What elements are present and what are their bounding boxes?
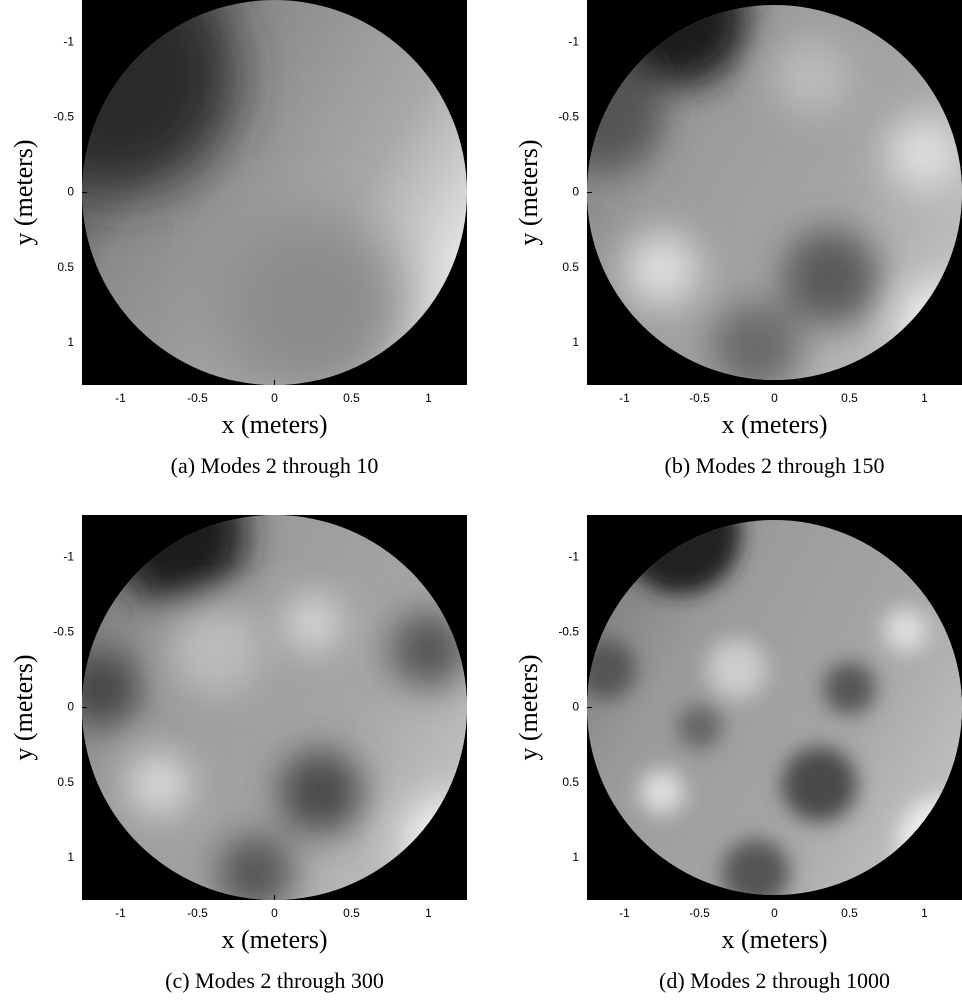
y-axis-label: y (meters) <box>514 654 543 760</box>
x-tick-label: -0.5 <box>187 906 208 920</box>
texture-blob <box>587 59 662 172</box>
texture-blob <box>82 649 140 727</box>
texture-blob <box>707 639 767 699</box>
x-axis-label: x (meters) <box>721 410 827 439</box>
caption: (c) Modes 2 through 300 <box>165 968 384 993</box>
y-tick-label: 0 <box>572 185 579 199</box>
texture-blob <box>883 608 929 653</box>
image <box>587 520 962 895</box>
x-tick-label: 0 <box>771 391 778 405</box>
y-tick-label: -0.5 <box>558 109 579 123</box>
texture-blob <box>722 839 790 895</box>
texture-blob <box>216 834 294 900</box>
texture-blob <box>624 232 700 307</box>
texture-blob <box>774 39 850 115</box>
x-tick-label: -1 <box>619 391 630 405</box>
texture-blob <box>823 662 876 715</box>
panel: -1 -0.5 0 0.5 1 -1 -0.5 0 0.5 1 x (meters) y (meter… <box>514 0 962 478</box>
x-tick-label: 0 <box>271 906 278 920</box>
texture-blob <box>587 639 636 699</box>
caption: (a) Modes 2 through 10 <box>171 453 379 478</box>
y-tick-label: -1 <box>568 34 579 48</box>
x-tick-label: -1 <box>115 391 126 405</box>
texture-blob <box>286 595 340 650</box>
y-axis-label: y (meters) <box>9 139 38 245</box>
x-tick-label: -0.5 <box>689 906 710 920</box>
x-tick-label: 1 <box>425 906 432 920</box>
x-tick-label: 0.5 <box>343 906 360 920</box>
texture-blob <box>390 611 467 689</box>
x-tick-label: 0.5 <box>841 906 858 920</box>
caption: (b) Modes 2 through 150 <box>665 453 885 478</box>
y-tick-label: -1 <box>63 34 74 48</box>
panel: -1 -0.5 0 0.5 1 -1 -0.5 0 0.5 1 x (meters) y (meter… <box>9 0 467 478</box>
y-tick-label: 0.5 <box>562 260 579 274</box>
x-tick-label: 1 <box>921 906 928 920</box>
x-tick-label: -0.5 <box>689 391 710 405</box>
x-tick-label: -1 <box>619 906 630 920</box>
y-tick-label: 0 <box>67 700 74 714</box>
y-tick-label: 0 <box>67 185 74 199</box>
y-tick-label: 1 <box>67 850 74 864</box>
texture-blob <box>710 301 801 380</box>
x-tick-label: 0.5 <box>841 391 858 405</box>
y-tick-label: 1 <box>572 850 579 864</box>
texture-blob <box>278 749 364 835</box>
x-tick-label: 0 <box>271 391 278 405</box>
texture-blob <box>887 116 962 192</box>
y-tick-label: -0.5 <box>53 624 74 638</box>
x-tick-label: -0.5 <box>187 391 208 405</box>
x-tick-label: 1 <box>921 391 928 405</box>
y-tick-label: -0.5 <box>53 109 74 123</box>
y-tick-label: -1 <box>63 549 74 563</box>
texture-blob <box>170 603 263 696</box>
texture-blob <box>677 704 722 750</box>
texture-blob <box>128 753 190 816</box>
y-axis-label: y (meters) <box>9 654 38 760</box>
y-tick-label: -0.5 <box>558 624 579 638</box>
x-axis-label: x (meters) <box>721 925 827 954</box>
texture-blob <box>216 211 410 385</box>
texture-blob <box>782 228 880 326</box>
x-tick-label: 1 <box>425 391 432 405</box>
y-tick-label: 1 <box>572 335 579 349</box>
y-tick-label: 0.5 <box>57 260 74 274</box>
y-tick-label: 1 <box>67 335 74 349</box>
x-tick-label: 0.5 <box>343 391 360 405</box>
y-tick-label: 0 <box>572 700 579 714</box>
y-tick-label: -1 <box>568 549 579 563</box>
texture-blob <box>639 769 685 815</box>
y-axis-label: y (meters) <box>514 139 543 245</box>
x-tick-label: 0 <box>771 906 778 920</box>
texture-blob <box>782 747 857 822</box>
x-axis-label: x (meters) <box>221 925 327 954</box>
caption: (d) Modes 2 through 1000 <box>659 968 890 993</box>
panel: -1 -0.5 0 0.5 1 -1 -0.5 0 0.5 1 x (meters) y (meter… <box>9 515 467 993</box>
y-tick-label: 0.5 <box>57 775 74 789</box>
panel: -1 -0.5 0 0.5 1 -1 -0.5 0 0.5 1 x (meters) y (meter… <box>514 515 962 993</box>
y-tick-label: 0.5 <box>562 775 579 789</box>
x-tick-label: -1 <box>115 906 126 920</box>
x-axis-label: x (meters) <box>221 410 327 439</box>
